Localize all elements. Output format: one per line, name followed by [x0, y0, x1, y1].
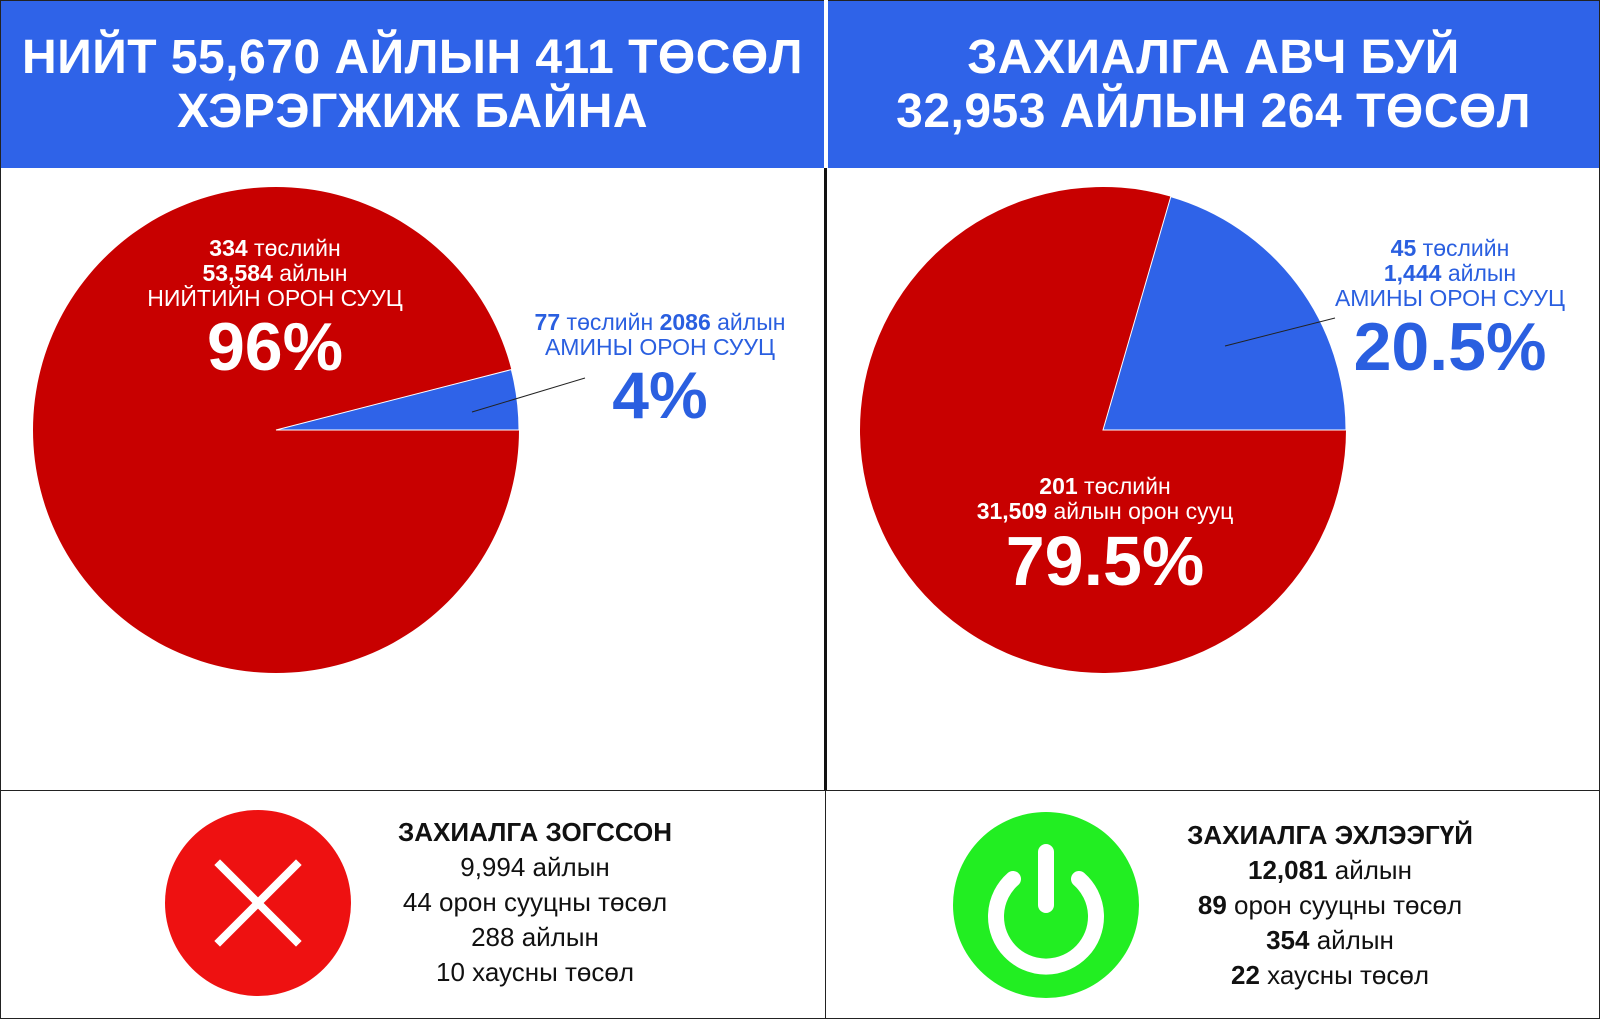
status-divider [825, 791, 826, 1018]
left-header: НИЙТ 55,670 АЙЛЫН 411 ТӨСӨЛ ХЭРЭГЖИЖ БАЙ… [1, 1, 824, 168]
right-blue-label: 45 төслийн 1,444 айлын АМИНЫ ОРОН СУУЦ 2… [1325, 235, 1575, 385]
pie-chart-right [859, 186, 1347, 673]
right-blue-households: 1,444 [1383, 260, 1442, 286]
left-red-label: 334 төслийн 53,584 айлын НИЙТИЙН ОРОН СУ… [140, 235, 410, 385]
left-red-projects-unit: төслийн [247, 235, 341, 261]
right-header-line-2: 32,953 АЙЛЫН 264 ТӨСӨЛ [896, 84, 1531, 138]
left-blue-percent: 4% [612, 358, 708, 432]
right-red-projects: 201 [1039, 473, 1078, 499]
left-red-households-unit: айлын [272, 260, 348, 286]
left-blue-projects: 77 [534, 309, 561, 335]
right-blue-projects-unit: төслийн [1416, 235, 1510, 261]
left-status-line-3: 288 айлын [471, 922, 599, 952]
right-status-households-2: 354 [1266, 925, 1310, 955]
left-status-text: ЗАХИАЛГА ЗОГССОН 9,994 айлын 44 орон суу… [370, 815, 700, 990]
left-red-projects: 334 [209, 235, 248, 261]
right-red-households: 31,509 [976, 498, 1048, 524]
left-blue-households-unit: айлын [710, 309, 786, 335]
right-status-text: ЗАХИАЛГА ЭХЛЭЭГҮЙ 12,081 айлын 89 орон с… [1160, 818, 1500, 993]
power-icon [953, 812, 1139, 998]
right-status-households-2-unit: айлын [1309, 925, 1394, 955]
right-header-line-1: ЗАХИАЛГА АВЧ БУЙ [967, 30, 1460, 84]
left-red-category: НИЙТИЙН ОРОН СУУЦ [147, 285, 403, 311]
left-header-line-1: НИЙТ 55,670 АЙЛЫН 411 ТӨСӨЛ [22, 30, 803, 84]
right-leader-line [1224, 317, 1336, 347]
close-icon [165, 810, 351, 996]
left-red-households: 53,584 [202, 260, 273, 286]
right-status-households-1: 12,081 [1248, 855, 1328, 885]
left-header-line-2: ХЭРЭГЖИЖ БАЙНА [176, 84, 649, 138]
right-blue-category: АМИНЫ ОРОН СУУЦ [1334, 285, 1566, 311]
right-status-projects-1-unit: орон сууцны төсөл [1226, 890, 1463, 920]
right-status-households-1-unit: айлын [1327, 855, 1412, 885]
right-red-label: 201 төслийн 31,509 айлын орон сууц 79.5% [950, 473, 1260, 600]
right-red-households-unit: айлын орон сууц [1047, 498, 1234, 524]
right-status-projects-1: 89 [1197, 890, 1227, 920]
left-blue-category: АМИНЫ ОРОН СУУЦ [544, 334, 776, 360]
right-red-percent: 79.5% [1005, 522, 1205, 600]
right-status-title: ЗАХИАЛГА ЭХЛЭЭГҮЙ [1187, 820, 1473, 850]
left-leader-line [471, 377, 586, 413]
right-status-projects-2: 22 [1231, 960, 1260, 990]
left-blue-projects-unit: төслийн [560, 309, 660, 335]
left-blue-label: 77 төслийн 2086 айлын АМИНЫ ОРОН СУУЦ 4% [520, 309, 800, 432]
right-pie-slice-blue [1102, 196, 1347, 431]
left-pie-slice-blue [275, 368, 520, 431]
right-blue-households-unit: айлын [1441, 260, 1517, 286]
pie-charts [33, 186, 1347, 674]
section-divider [0, 790, 1600, 791]
left-status-line-1: 9,994 айлын [460, 852, 610, 882]
right-blue-percent: 20.5% [1353, 309, 1547, 385]
panel-divider [824, 168, 827, 791]
right-status-projects-2-unit: хаусны төсөл [1259, 960, 1429, 990]
right-red-projects-unit: төслийн [1077, 473, 1171, 499]
left-status-title: ЗАХИАЛГА ЗОГССОН [397, 817, 672, 847]
left-status-line-2: 44 орон сууцны төсөл [402, 887, 668, 917]
pie-chart-left [33, 187, 586, 674]
left-blue-households: 2086 [659, 309, 711, 335]
right-blue-projects: 45 [1390, 235, 1417, 261]
right-header: ЗАХИАЛГА АВЧ БУЙ 32,953 АЙЛЫН 264 ТӨСӨЛ [828, 1, 1599, 168]
left-red-percent: 96% [206, 309, 344, 385]
left-status-line-4: 10 хаусны төсөл [436, 957, 634, 987]
header-divider [824, 0, 828, 168]
